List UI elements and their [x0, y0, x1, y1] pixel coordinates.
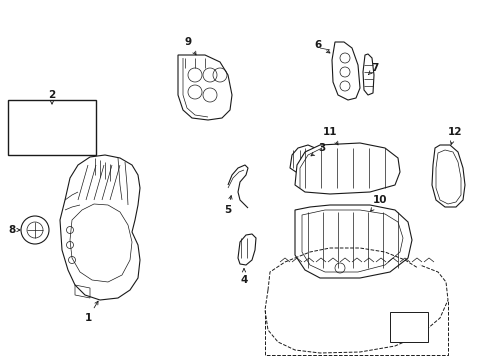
Polygon shape [432, 145, 465, 207]
Polygon shape [295, 205, 412, 278]
Polygon shape [390, 312, 428, 342]
Text: 9: 9 [184, 37, 196, 55]
Polygon shape [60, 155, 140, 300]
Text: 3: 3 [311, 143, 326, 156]
Polygon shape [363, 54, 374, 95]
Text: 7: 7 [368, 63, 379, 75]
Text: 1: 1 [84, 301, 98, 323]
Polygon shape [332, 42, 360, 100]
Text: 11: 11 [323, 127, 338, 145]
Text: 12: 12 [448, 127, 462, 144]
Text: 4: 4 [240, 269, 247, 285]
Polygon shape [238, 234, 256, 265]
Text: 8: 8 [8, 225, 20, 235]
Bar [8, 100, 96, 155]
Text: 6: 6 [315, 40, 330, 53]
Polygon shape [295, 143, 400, 194]
Text: 5: 5 [224, 195, 232, 215]
Text: 10: 10 [370, 195, 387, 211]
Text: 2: 2 [49, 90, 56, 104]
Polygon shape [178, 55, 232, 120]
Polygon shape [290, 145, 316, 172]
